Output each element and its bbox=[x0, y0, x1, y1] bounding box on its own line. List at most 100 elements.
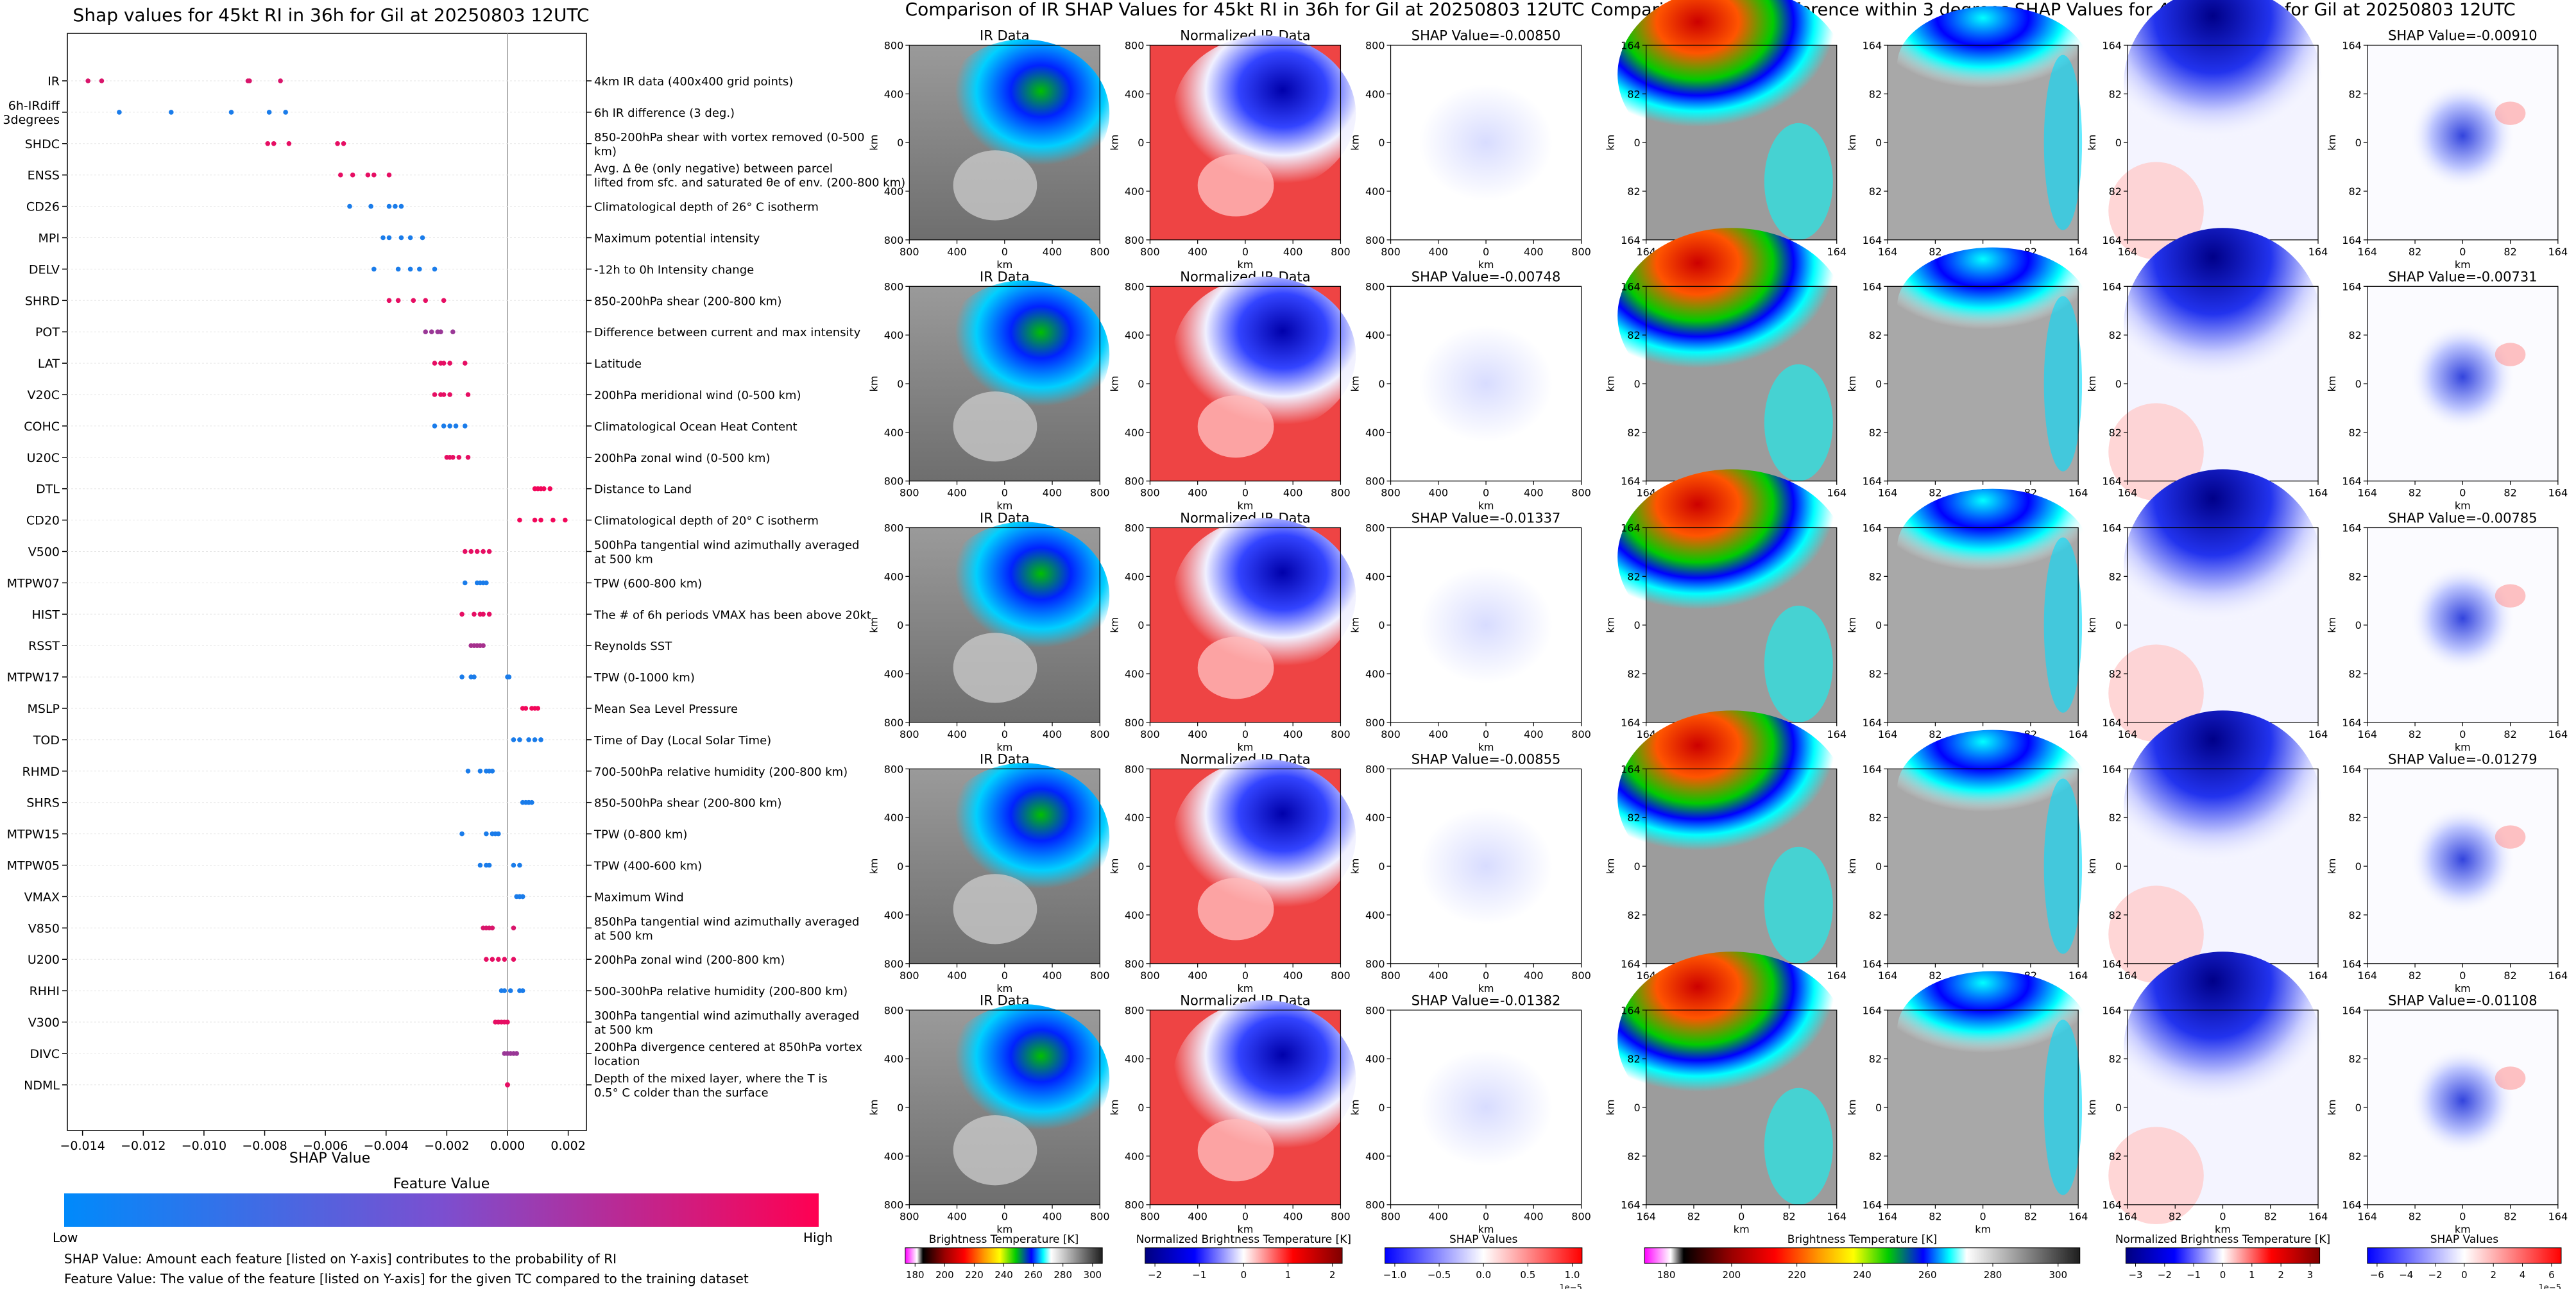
feature-label: MSLP bbox=[28, 702, 60, 716]
y-tick-label: 0 bbox=[1138, 619, 1144, 631]
x-tick-label: 164 bbox=[2308, 246, 2328, 258]
y-tick-label: 164 bbox=[2102, 958, 2122, 970]
x-tick-label: 82 bbox=[1687, 1211, 1700, 1223]
feature-label: VMAX bbox=[24, 890, 60, 904]
y-tick-label: 400 bbox=[884, 570, 904, 583]
y-tick-label: 82 bbox=[1869, 909, 1882, 921]
x-tick-label: 400 bbox=[1429, 728, 1449, 740]
irdiff-panel-r3-c4: SHAP Value=-0.00785164164828200828216416… bbox=[2326, 510, 2568, 753]
x-tick-label: 164 bbox=[1827, 728, 1847, 740]
shap-point bbox=[380, 235, 386, 241]
y-tick-label: 800 bbox=[1125, 958, 1145, 970]
panel-image bbox=[1888, 247, 2088, 481]
y-tick-label: 800 bbox=[1365, 522, 1385, 534]
x-axis-label: km bbox=[2455, 1224, 2471, 1236]
feature-label: POT bbox=[35, 325, 60, 339]
irdiff-panel-r2-c2: 20250803 at 12UTC1641648282008282164164k… bbox=[1846, 247, 2088, 512]
colorbar-tick-label: 2 bbox=[1329, 1269, 1336, 1281]
y-tick-label: 400 bbox=[1125, 668, 1145, 680]
x-tick-label: 800 bbox=[1381, 246, 1401, 258]
panel-image bbox=[1150, 1000, 1356, 1205]
shap-point bbox=[416, 266, 422, 272]
y-tick-label: 400 bbox=[884, 427, 904, 439]
x-tick-label: 800 bbox=[1331, 728, 1351, 740]
x-tick-label: 400 bbox=[947, 246, 967, 258]
y-axis-label: km bbox=[2326, 135, 2338, 151]
shap-point bbox=[438, 329, 443, 334]
colorbar-tick-label: 1.0 bbox=[1565, 1269, 1580, 1281]
x-axis-label: km bbox=[1478, 500, 1494, 512]
irdiff-panel-r4-c2: 20250803 at 12UTC1641648282008282164164k… bbox=[1846, 730, 2088, 994]
panel-image bbox=[1390, 45, 1582, 240]
x-tick-label: 0 bbox=[1980, 1211, 1986, 1223]
x-tick-label: 800 bbox=[1140, 728, 1160, 740]
shap-point bbox=[490, 957, 495, 962]
shap-point bbox=[520, 988, 525, 993]
colorbar-label: Brightness Temperature [K] bbox=[929, 1233, 1079, 1246]
y-tick-label: 164 bbox=[2102, 280, 2122, 293]
x-tick-label: 400 bbox=[1429, 246, 1449, 258]
shap-point bbox=[481, 611, 486, 617]
y-tick-label: 400 bbox=[1365, 909, 1385, 921]
y-axis-label: km bbox=[1349, 858, 1361, 875]
colorbar-tick-label: 4 bbox=[2520, 1269, 2526, 1281]
feature-label: MTPW05 bbox=[7, 859, 60, 873]
colorbar-tick-label: 200 bbox=[935, 1269, 954, 1281]
x-tick-label: −0.002 bbox=[424, 1139, 469, 1153]
colorbar-tick-label: 3 bbox=[2307, 1269, 2314, 1281]
x-tick-label: 400 bbox=[1524, 487, 1544, 499]
colorbar bbox=[1145, 1247, 1343, 1264]
colorbar-label: SHAP Values bbox=[2430, 1233, 2499, 1246]
y-axis-label: km bbox=[1349, 376, 1361, 392]
y-tick-label: 0 bbox=[2115, 137, 2122, 149]
ir-panel-r4-c3: SHAP Value=-0.00855800800400400004004008… bbox=[1349, 751, 1591, 994]
y-tick-label: 164 bbox=[1621, 522, 1641, 534]
y-tick-label: 82 bbox=[2348, 668, 2361, 680]
y-tick-label: 82 bbox=[2348, 570, 2361, 583]
y-tick-label: 0 bbox=[1378, 860, 1385, 873]
x-tick-label: 164 bbox=[2358, 1211, 2378, 1223]
shap-point bbox=[547, 486, 553, 491]
panel-image bbox=[2108, 228, 2322, 501]
y-tick-label: 800 bbox=[884, 763, 904, 775]
colorbar-exponent: 1e−5 bbox=[2539, 1283, 2561, 1289]
x-tick-label: 400 bbox=[1283, 728, 1303, 740]
x-tick-label: 400 bbox=[1283, 487, 1303, 499]
y-tick-label: 800 bbox=[884, 1004, 904, 1016]
y-tick-label: 800 bbox=[1125, 522, 1145, 534]
x-tick-label: 400 bbox=[1043, 969, 1062, 982]
y-tick-label: 164 bbox=[1863, 1004, 1882, 1016]
shap-feature-labels: IR 6h-IRdiff 3degrees SHDC ENSS CD26 MPI DELV SH… bbox=[3, 74, 60, 1093]
y-tick-label: 0 bbox=[897, 860, 903, 873]
y-tick-label: 0 bbox=[2355, 619, 2362, 631]
y-tick-label: 82 bbox=[1627, 88, 1640, 100]
x-axis-label: km bbox=[996, 741, 1012, 753]
colorbar-tick-label: −6 bbox=[2370, 1269, 2384, 1281]
ir-shap-section: Comparison of IR SHAP Values for 45kt RI… bbox=[867, 0, 1591, 1289]
y-tick-label: 800 bbox=[1365, 958, 1385, 970]
y-axis-label: km bbox=[867, 376, 880, 392]
y-tick-label: 82 bbox=[2109, 668, 2122, 680]
x-tick-label: 164 bbox=[2308, 969, 2328, 982]
y-tick-label: 0 bbox=[897, 378, 903, 390]
panel-image bbox=[1390, 1010, 1582, 1205]
shap-point bbox=[85, 78, 90, 83]
x-tick-label: 800 bbox=[900, 728, 919, 740]
ir-panel-r1-c2: Normalized IR Data8008004004000040040080… bbox=[1108, 28, 1356, 271]
shap-point bbox=[490, 925, 495, 931]
feature-description: Latitude bbox=[594, 357, 642, 371]
y-axis-label: km bbox=[2086, 617, 2098, 633]
x-axis-label: km bbox=[1238, 259, 1254, 271]
y-axis-label: km bbox=[867, 135, 880, 151]
x-tick-label: 400 bbox=[1283, 246, 1303, 258]
y-axis-label: km bbox=[2326, 617, 2338, 633]
y-tick-label: 800 bbox=[884, 958, 904, 970]
feature-description: 200hPa divergence centered at 850hPa vor… bbox=[594, 1041, 862, 1068]
y-tick-label: 800 bbox=[1125, 717, 1145, 729]
irdiff-panel-r5-c4: SHAP Value=-0.01108164164828200828216416… bbox=[2326, 993, 2568, 1235]
x-tick-label: 0 bbox=[1483, 969, 1489, 982]
x-tick-label: 800 bbox=[1090, 728, 1110, 740]
x-tick-label: 400 bbox=[1043, 487, 1062, 499]
y-tick-label: 0 bbox=[1138, 137, 1144, 149]
y-axis-label: km bbox=[2326, 1100, 2338, 1116]
